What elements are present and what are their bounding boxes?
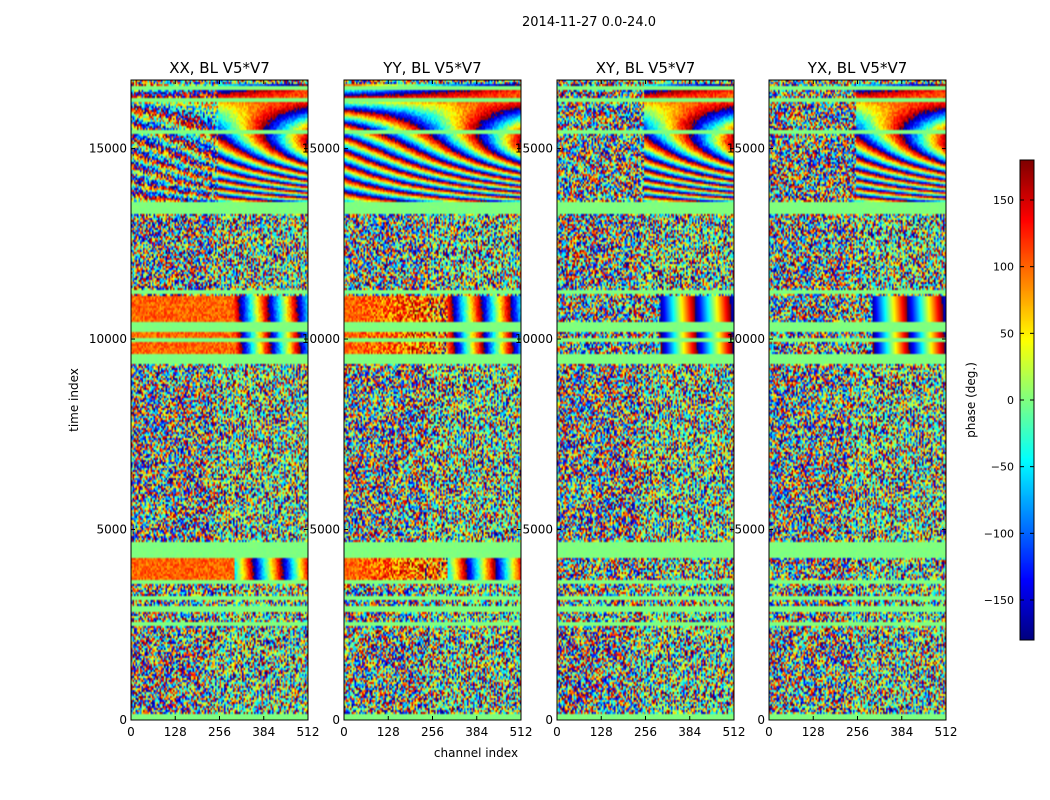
x-tick-label: 128 — [164, 725, 187, 739]
colorbar-tick-label: 0 — [1007, 394, 1014, 407]
y-tick-label: 5000 — [522, 523, 553, 537]
colorbar-tick-label: −100 — [984, 527, 1014, 540]
colorbar-label: phase (deg.) — [964, 362, 978, 438]
y-tick-label: 15000 — [302, 142, 340, 156]
x-tick-label: 512 — [935, 725, 958, 739]
panel-yy: YY, BL V5*V7 0 128 256 384 512 0 5000 10000 15000 — [302, 59, 533, 739]
y-tick-label: 0 — [119, 713, 127, 727]
x-tick-label: 128 — [377, 725, 400, 739]
x-tick-label: 128 — [590, 725, 613, 739]
panel-title: YX, BL V5*V7 — [807, 59, 908, 77]
heatmap-image — [344, 80, 521, 720]
x-tick-label: 0 — [127, 725, 135, 739]
colorbar-gradient — [1020, 160, 1034, 640]
heatmap-image — [557, 80, 734, 720]
x-tick-label: 0 — [765, 725, 773, 739]
colorbar-tick-label: −50 — [991, 461, 1014, 474]
x-tick-label: 256 — [421, 725, 444, 739]
y-tick-label: 15000 — [727, 142, 765, 156]
colorbar-tick-label: 150 — [993, 194, 1014, 207]
x-axis-label: channel index — [434, 746, 518, 760]
panel-title: XY, BL V5*V7 — [596, 59, 696, 77]
y-tick-label: 10000 — [89, 332, 127, 346]
x-tick-label: 128 — [802, 725, 825, 739]
x-tick-label: 384 — [678, 725, 701, 739]
panel-xx: XX, BL V5*V7 0 128 256 384 512 0 5000 10000 15000 — [89, 59, 320, 739]
heatmap-image — [769, 80, 946, 720]
panels: XX, BL V5*V7 0 128 256 384 512 0 5000 10000 15000… — [89, 59, 958, 739]
panel-xy: XY, BL V5*V7 0 128 256 384 512 0 5000 10000 15000 — [515, 59, 746, 739]
x-tick-label: 384 — [465, 725, 488, 739]
x-tick-label: 0 — [340, 725, 348, 739]
y-tick-label: 0 — [332, 713, 340, 727]
y-tick-label: 15000 — [89, 142, 127, 156]
y-tick-label: 10000 — [727, 332, 765, 346]
figure-title: 2014-11-27 0.0-24.0 — [522, 15, 656, 30]
x-tick-label: 256 — [846, 725, 869, 739]
x-tick-label: 512 — [297, 725, 320, 739]
y-tick-label: 5000 — [96, 523, 127, 537]
colorbar-tick-label: 100 — [993, 261, 1014, 274]
x-tick-label: 0 — [553, 725, 561, 739]
x-tick-label: 256 — [208, 725, 231, 739]
panel-title: XX, BL V5*V7 — [169, 59, 270, 77]
y-tick-label: 5000 — [309, 523, 340, 537]
x-tick-label: 384 — [890, 725, 913, 739]
y-axis-label: time index — [67, 368, 81, 432]
panel-yx: YX, BL V5*V7 0 128 256 384 512 0 5000 10000 15000 — [727, 59, 958, 739]
x-tick-label: 384 — [252, 725, 275, 739]
colorbar-tick-label: 50 — [1000, 327, 1014, 340]
colorbar-tick-label: −150 — [984, 594, 1014, 607]
x-tick-label: 512 — [510, 725, 533, 739]
heatmap-image — [131, 80, 308, 720]
y-tick-label: 0 — [757, 713, 765, 727]
x-tick-label: 256 — [634, 725, 657, 739]
y-tick-label: 10000 — [302, 332, 340, 346]
x-tick-label: 512 — [723, 725, 746, 739]
y-tick-label: 15000 — [515, 142, 553, 156]
y-tick-label: 0 — [545, 713, 553, 727]
y-tick-label: 10000 — [515, 332, 553, 346]
panel-title: YY, BL V5*V7 — [382, 59, 481, 77]
y-tick-label: 5000 — [734, 523, 765, 537]
colorbar: −150 −100 −50 0 50 100 150 — [984, 159, 1035, 641]
